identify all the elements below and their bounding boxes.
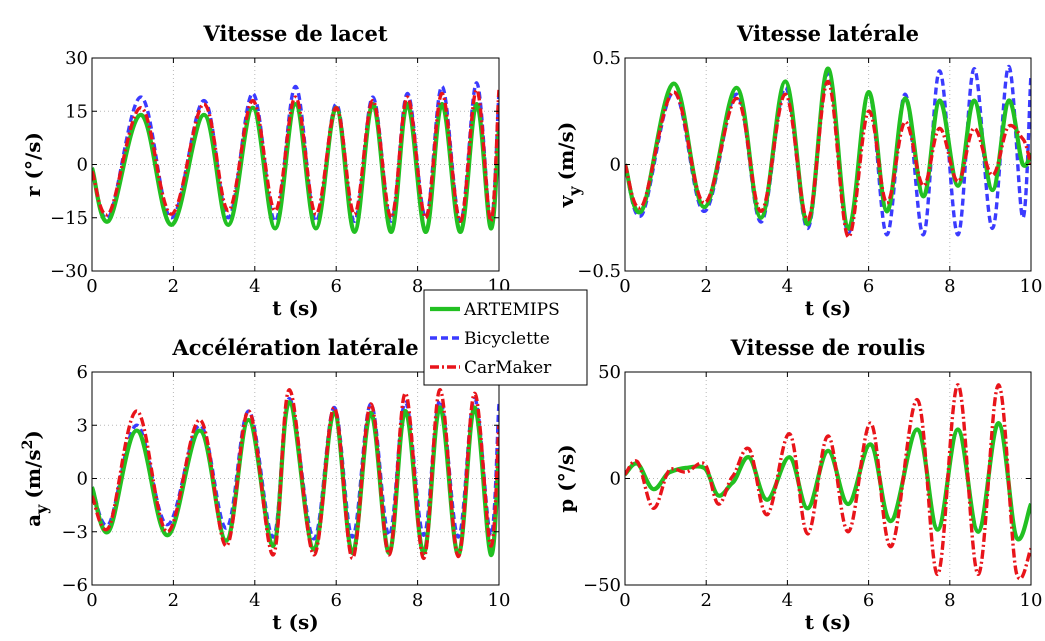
y-axis-label-part: a <box>21 514 45 527</box>
y-axis-label-part: r (°/s) <box>21 132 45 197</box>
x-tick-label: 0 <box>619 590 630 611</box>
chart-title: Vitesse de lacet <box>202 21 387 46</box>
y-tick-label: −0.5 <box>577 261 621 282</box>
x-tick-label: 10 <box>488 590 511 611</box>
series-group <box>625 383 1031 581</box>
x-tick-label: 2 <box>700 590 711 611</box>
x-tick-label: 2 <box>168 276 179 297</box>
x-tick-label: 0 <box>86 590 97 611</box>
x-tick-label: 0 <box>86 276 97 297</box>
y-axis-label-part: y <box>32 504 51 515</box>
y-axis-label-part: v <box>554 194 578 208</box>
x-axis-label: t (s) <box>272 610 318 634</box>
y-tick-label: 3 <box>77 415 88 436</box>
y-tick-label: 0 <box>77 469 88 490</box>
legend-label: CarMaker <box>464 358 552 378</box>
y-tick-label: −6 <box>61 575 88 596</box>
legend-box <box>423 289 588 386</box>
legend-label: Bicyclette <box>464 329 550 349</box>
x-tick-label: 0 <box>619 276 630 297</box>
x-axis-label: t (s) <box>272 296 318 320</box>
y-tick-label: 6 <box>77 362 88 383</box>
y-tick-label: −3 <box>61 522 88 543</box>
y-tick-label: −50 <box>583 575 621 596</box>
chart-panel-3: 0 2 4 6 8 10 −6 −3 0 3 6 Accélération latérale t (s)… <box>20 335 510 634</box>
y-axis-label: ay (m/s2) <box>20 430 51 527</box>
y-tick-label: 50 <box>598 362 621 383</box>
x-tick-label: 10 <box>1020 276 1043 297</box>
x-tick-label: 8 <box>412 276 423 297</box>
x-tick-label: 4 <box>782 590 793 611</box>
x-tick-label: 6 <box>863 590 874 611</box>
y-tick-label: 0.5 <box>592 48 621 69</box>
y-axis-label: p (°/s) <box>554 444 578 512</box>
series-line-carmaker <box>625 79 1031 239</box>
legend-label: ARTEMIPS <box>463 300 560 320</box>
y-axis-label-part: p (°/s) <box>554 444 578 512</box>
x-tick-label: 4 <box>249 276 260 297</box>
y-axis-label-part: y <box>565 186 584 197</box>
y-axis-label-part: ) <box>21 430 45 439</box>
x-axis-label: t (s) <box>805 296 851 320</box>
x-tick-label: 8 <box>412 590 423 611</box>
chart-title: Accélération latérale <box>171 335 418 360</box>
x-axis-label: t (s) <box>805 610 851 634</box>
series-group <box>625 64 1031 239</box>
plot-area <box>91 57 500 272</box>
y-tick-label: −30 <box>50 261 88 282</box>
y-tick-label: 15 <box>65 101 88 122</box>
series-line-carmaker <box>625 383 1031 581</box>
x-tick-label: 6 <box>330 590 341 611</box>
series-line-artemips <box>625 421 1031 542</box>
y-axis-label: r (°/s) <box>21 132 45 197</box>
x-tick-label: 4 <box>249 590 260 611</box>
x-tick-label: 8 <box>944 276 955 297</box>
y-tick-label: −15 <box>50 208 88 229</box>
series-line-carmaker <box>92 88 499 224</box>
x-tick-label: 2 <box>700 276 711 297</box>
x-tick-label: 4 <box>782 276 793 297</box>
x-tick-label: 8 <box>944 590 955 611</box>
x-tick-label: 6 <box>863 276 874 297</box>
y-tick-label: 0 <box>77 155 88 176</box>
y-tick-label: 0 <box>610 155 621 176</box>
y-tick-label: 30 <box>65 48 88 69</box>
x-tick-label: 10 <box>1020 590 1043 611</box>
x-tick-label: 6 <box>330 276 341 297</box>
series-group <box>92 388 499 561</box>
y-axis-label: vy (m/s) <box>554 122 584 209</box>
series-group <box>92 81 499 235</box>
chart-title: Vitesse de roulis <box>730 335 926 360</box>
y-axis-label-part: (m/s) <box>554 122 578 181</box>
y-axis-label-part: 2 <box>20 440 36 450</box>
chart-title: Vitesse latérale <box>736 21 919 46</box>
x-tick-label: 2 <box>168 590 179 611</box>
legend: ARTEMIPS Bicyclette CarMaker <box>423 289 588 386</box>
y-tick-label: 0 <box>610 469 621 490</box>
y-axis-label-part: (m/s <box>21 449 45 498</box>
